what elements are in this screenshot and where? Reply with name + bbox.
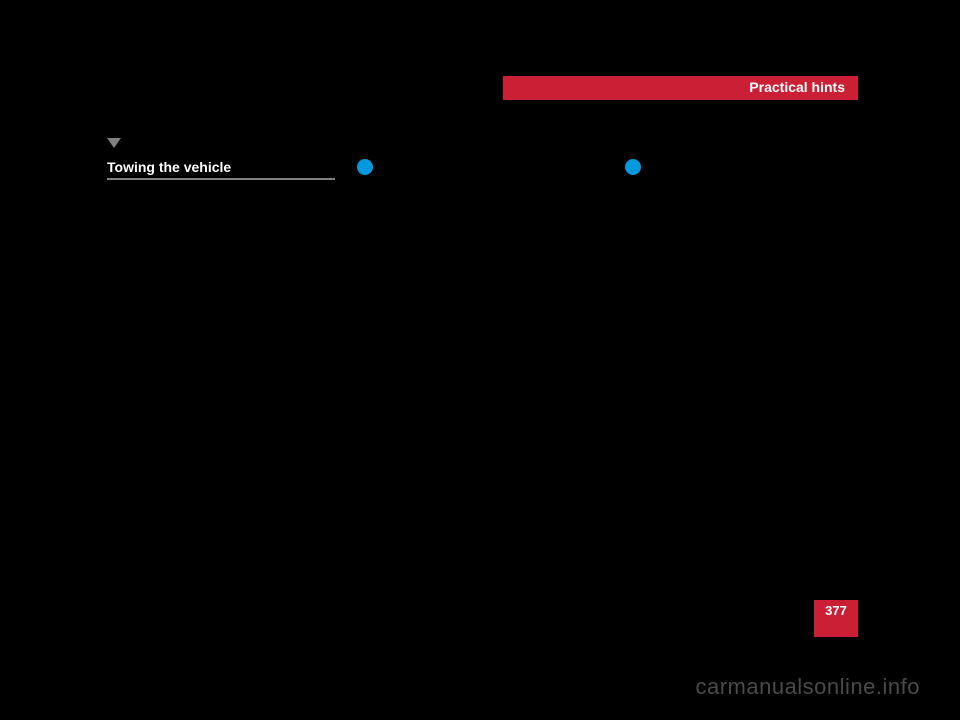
bullet-icon [357,159,373,175]
section-triangle-icon [107,138,121,148]
page-badge: 377 [814,600,858,637]
watermark-text: carmanualsonline.info [695,674,920,700]
page-number: 377 [825,603,847,618]
header-title: Practical hints [749,79,845,95]
section-title: Towing the vehicle [107,159,231,175]
header-accent [838,94,858,100]
bullet-icon [625,159,641,175]
section-underline [107,178,335,180]
